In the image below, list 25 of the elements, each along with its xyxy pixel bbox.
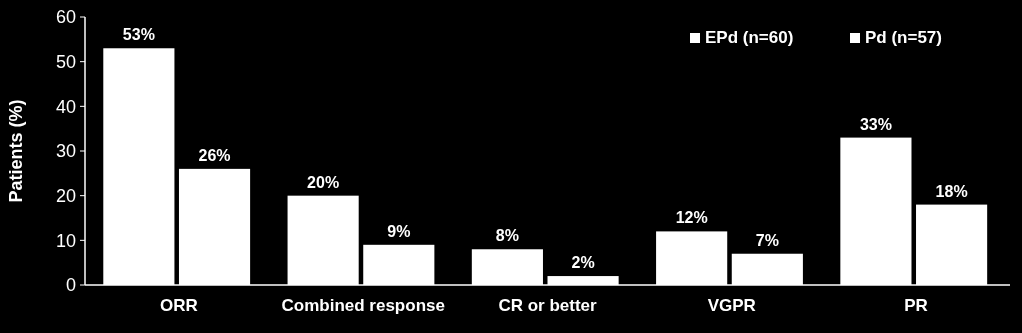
- x-tick-label: ORR: [160, 296, 198, 315]
- x-tick-label: VGPR: [707, 296, 756, 315]
- data-label: 2%: [571, 254, 595, 272]
- y-axis-title: Patients (%): [6, 99, 26, 203]
- data-label: 33%: [859, 115, 892, 133]
- data-label: 18%: [935, 182, 968, 200]
- data-label: 8%: [495, 227, 519, 245]
- y-tick-label: 30: [55, 141, 76, 162]
- data-label: 20%: [307, 173, 340, 191]
- legend-label: Pd (n=57): [865, 28, 942, 47]
- data-label: 7%: [755, 231, 779, 249]
- y-tick-label: 10: [55, 230, 76, 251]
- y-tick-label: 60: [55, 7, 76, 28]
- x-tick-label: PR: [904, 296, 928, 315]
- data-label: 9%: [387, 222, 411, 240]
- data-label: 26%: [198, 146, 231, 164]
- legend-label: EPd (n=60): [705, 28, 794, 47]
- data-label: 12%: [675, 209, 708, 227]
- y-tick-label: 0: [65, 275, 76, 296]
- y-tick-label: 50: [55, 51, 76, 72]
- y-tick-label: 20: [55, 185, 76, 206]
- x-tick-label: Combined response: [281, 296, 445, 315]
- y-tick-label: 40: [55, 96, 76, 117]
- data-label: 53%: [122, 26, 155, 44]
- x-tick-label: CR or better: [498, 296, 597, 315]
